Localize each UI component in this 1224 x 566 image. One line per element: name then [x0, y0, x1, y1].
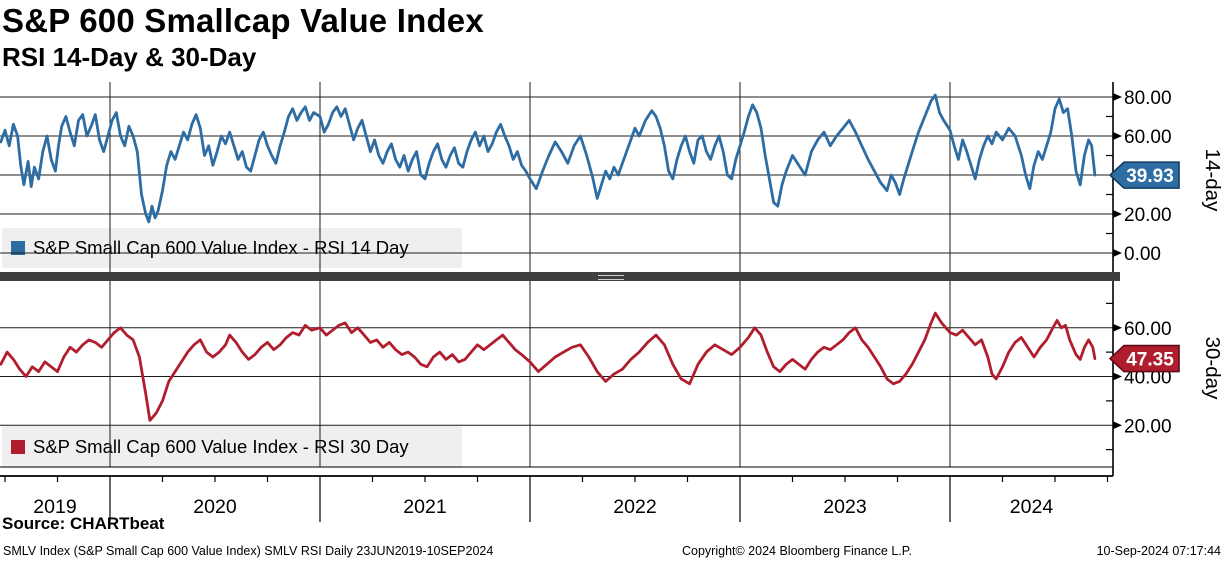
rsi30-series-line — [0, 311, 1097, 422]
footer-info: SMLV Index (S&P Small Cap 600 Value Inde… — [3, 544, 494, 558]
x-tick-label: 2019 — [33, 496, 76, 518]
y-tick-label: 80.00 — [1124, 88, 1172, 109]
rsi14-series-line — [0, 93, 1097, 224]
x-tick-label: 2024 — [1010, 496, 1054, 518]
footer-copyright: Copyright© 2024 Bloomberg Finance L.P. — [682, 544, 912, 558]
x-tick-label: 2021 — [403, 496, 446, 518]
x-tick-label: 2023 — [823, 496, 866, 518]
rsi14-legend-swatch-icon — [11, 241, 25, 255]
rsi30-last-value-badge — [1108, 344, 1180, 373]
tick-arrow-icon — [1113, 323, 1122, 332]
y-tick-label: 20.00 — [1124, 205, 1172, 226]
rsi30-axis-title: 30-day — [1201, 337, 1224, 400]
y-tick-label: 60.00 — [1124, 127, 1172, 148]
rsi30-legend-label: S&P Small Cap 600 Value Index - RSI 30 D… — [33, 436, 409, 457]
x-tick-label: 2022 — [613, 496, 656, 518]
tick-arrow-icon — [1113, 372, 1122, 381]
rsi14-last-value-text: 39.93 — [1126, 166, 1174, 187]
tick-arrow-icon — [1113, 421, 1122, 430]
y-tick-label: 60.00 — [1124, 319, 1172, 340]
footer-timestamp: 10-Sep-2024 07:17:44 — [1096, 544, 1221, 558]
tick-arrow-icon — [1113, 210, 1122, 218]
tick-arrow-icon — [1113, 249, 1122, 257]
legend-rsi30: S&P Small Cap 600 Value Index - RSI 30 D… — [2, 426, 462, 468]
rsi14-axis-title: 14-day — [1201, 149, 1224, 212]
y-tick-label: 0.00 — [1124, 244, 1161, 265]
y-tick-label: 20.00 — [1124, 416, 1172, 437]
splitter-grip-icon[interactable] — [598, 275, 624, 280]
page-title: S&P 600 Smallcap Value Index — [2, 2, 484, 39]
source-label: Source: CHARTbeat — [2, 514, 165, 533]
tick-arrow-icon — [1113, 132, 1122, 140]
y-tick-label: 40.00 — [1124, 368, 1172, 389]
page-subtitle: RSI 14-Day & 30-Day — [2, 42, 257, 72]
panel-splitter[interactable] — [0, 272, 1120, 281]
rsi14-last-value-badge — [1108, 161, 1180, 189]
rsi30-legend-swatch-icon — [11, 440, 25, 454]
tick-arrow-icon — [1113, 93, 1122, 101]
rsi30-last-value-text: 47.35 — [1126, 350, 1174, 371]
x-tick-label: 2020 — [193, 496, 237, 518]
